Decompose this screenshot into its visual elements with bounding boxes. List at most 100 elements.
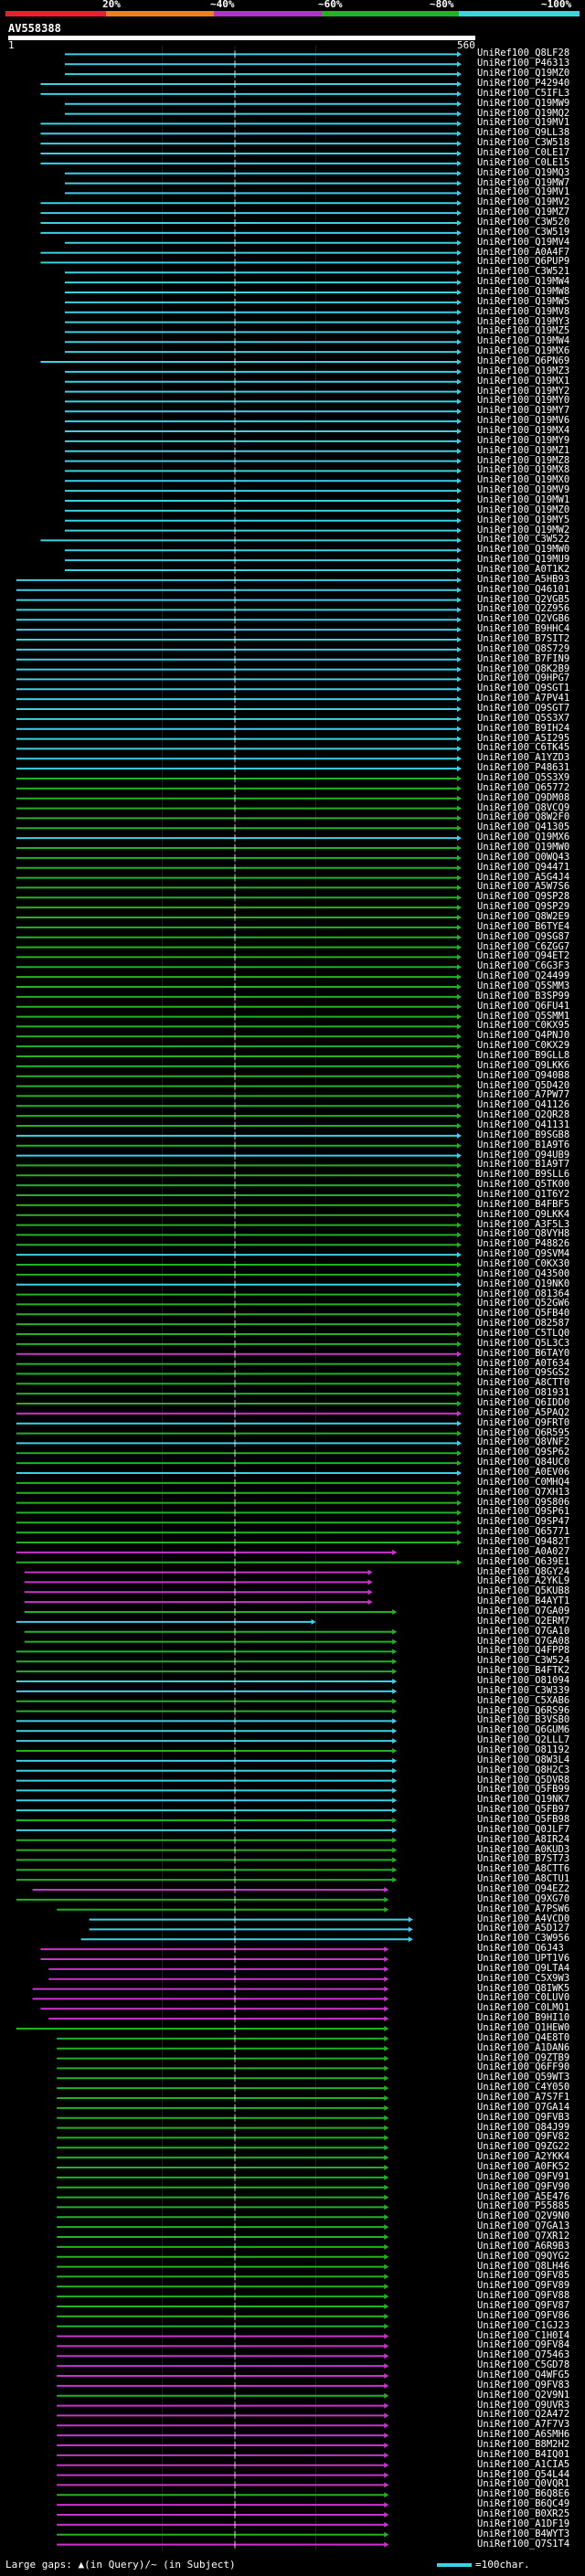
hit-label[interactable]: UniRef100_C3W519 bbox=[477, 226, 570, 238]
hit-label[interactable]: UniRef100_Q2V9N0 bbox=[477, 2210, 570, 2222]
hit-label[interactable]: UniRef100_Q19MQ3 bbox=[477, 166, 570, 178]
hit-label[interactable]: UniRef100_Q2QR28 bbox=[477, 1109, 570, 1121]
hit-label[interactable]: UniRef100_Q19MX4 bbox=[477, 425, 570, 436]
hit-label[interactable]: UniRef100_A6SMH6 bbox=[477, 2429, 570, 2441]
hit-label[interactable]: UniRef100_P48826 bbox=[477, 1238, 570, 1250]
hit-label[interactable]: UniRef100_Q19MW4 bbox=[477, 276, 570, 288]
hit-label[interactable]: UniRef100_B6TYE4 bbox=[477, 920, 570, 932]
hit-label[interactable]: UniRef100_Q7S1T4 bbox=[477, 2538, 570, 2549]
hit-label[interactable]: UniRef100_Q0WQ43 bbox=[477, 851, 570, 863]
hit-label[interactable]: UniRef100_Q5SMM1 bbox=[477, 1010, 570, 1022]
hit-label[interactable]: UniRef100_Q9ZTB9 bbox=[477, 2051, 570, 2063]
hit-label[interactable]: UniRef100_A5D127 bbox=[477, 1923, 570, 1935]
hit-label[interactable]: UniRef100_Q46101 bbox=[477, 583, 570, 595]
hit-label[interactable]: UniRef100_O82587 bbox=[477, 1318, 570, 1330]
hit-label[interactable]: UniRef100_Q9LKK6 bbox=[477, 1059, 570, 1071]
hit-label[interactable]: UniRef100_Q9FV88 bbox=[477, 2290, 570, 2302]
hit-label[interactable]: UniRef100_Q2V9N1 bbox=[477, 2389, 570, 2401]
hit-label[interactable]: UniRef100_Q9FV84 bbox=[477, 2339, 570, 2351]
hit-label[interactable]: UniRef100_C0KX29 bbox=[477, 1040, 570, 1052]
hit-label[interactable]: UniRef100_Q5D420 bbox=[477, 1079, 570, 1091]
hit-label[interactable]: UniRef100_Q7XH13 bbox=[477, 1486, 570, 1498]
hit-label[interactable]: UniRef100_B4FBF5 bbox=[477, 1198, 570, 1210]
hit-label[interactable]: UniRef100_C0LUV0 bbox=[477, 1992, 570, 2004]
hit-label[interactable]: UniRef100_A0FK52 bbox=[477, 2161, 570, 2172]
hit-label[interactable]: UniRef100_Q6R595 bbox=[477, 1426, 570, 1438]
hit-label[interactable]: UniRef100_B7FIN9 bbox=[477, 652, 570, 664]
hit-label[interactable]: UniRef100_Q19MZ1 bbox=[477, 444, 570, 456]
hit-label[interactable]: UniRef100_Q8W2E9 bbox=[477, 911, 570, 922]
hit-label[interactable]: UniRef100_C4Y050 bbox=[477, 2082, 570, 2094]
hit-label[interactable]: UniRef100_Q9SGT7 bbox=[477, 703, 570, 714]
hit-label[interactable]: UniRef100_C3W524 bbox=[477, 1655, 570, 1667]
hit-label[interactable]: UniRef100_Q5TK00 bbox=[477, 1179, 570, 1191]
hit-label[interactable]: UniRef100_C0LE15 bbox=[477, 156, 570, 168]
hit-label[interactable]: UniRef100_Q41305 bbox=[477, 822, 570, 833]
hit-label[interactable]: UniRef100_Q7GA13 bbox=[477, 2221, 570, 2232]
hit-label[interactable]: UniRef100_Q8H2C3 bbox=[477, 1764, 570, 1776]
hit-label[interactable]: UniRef100_Q9ZG22 bbox=[477, 2141, 570, 2153]
hit-label[interactable]: UniRef100_Q19NK0 bbox=[477, 1277, 570, 1289]
hit-label[interactable]: UniRef100_Q6IDD0 bbox=[477, 1397, 570, 1408]
hit-label[interactable]: UniRef100_B6Q8E6 bbox=[477, 2488, 570, 2500]
hit-label[interactable]: UniRef100_Q9LL38 bbox=[477, 127, 570, 139]
hit-label[interactable]: UniRef100_B9SLL6 bbox=[477, 1169, 570, 1181]
hit-label[interactable]: UniRef100_Q5FB97 bbox=[477, 1804, 570, 1816]
hit-label[interactable]: UniRef100_O81094 bbox=[477, 1675, 570, 1686]
hit-label[interactable]: UniRef100_C3W522 bbox=[477, 534, 570, 546]
hit-label[interactable]: UniRef100_B7SIT2 bbox=[477, 633, 570, 644]
hit-label[interactable]: UniRef100_Q5DVR8 bbox=[477, 1774, 570, 1786]
hit-label[interactable]: UniRef100_Q19MW4 bbox=[477, 335, 570, 347]
hit-label[interactable]: UniRef100_Q4PNJ0 bbox=[477, 1030, 570, 1042]
hit-label[interactable]: UniRef100_B1A9T6 bbox=[477, 1139, 570, 1150]
hit-label[interactable]: UniRef100_C5GD78 bbox=[477, 2359, 570, 2371]
hit-label[interactable]: UniRef100_Q9XG70 bbox=[477, 1892, 570, 1904]
hit-label[interactable]: UniRef100_Q65772 bbox=[477, 781, 570, 793]
hit-label[interactable]: UniRef100_Q9FV89 bbox=[477, 2280, 570, 2292]
hit-label[interactable]: UniRef100_Q0JLF7 bbox=[477, 1823, 570, 1835]
hit-label[interactable]: UniRef100_A8CTT6 bbox=[477, 1863, 570, 1875]
hit-label[interactable]: UniRef100_Q6J43 bbox=[477, 1943, 564, 1955]
hit-label[interactable]: UniRef100_A5HB93 bbox=[477, 573, 570, 585]
hit-label[interactable]: UniRef100_Q19MW7 bbox=[477, 176, 570, 188]
hit-label[interactable]: UniRef100_Q19MZ3 bbox=[477, 365, 570, 376]
hit-label[interactable]: UniRef100_Q6FU41 bbox=[477, 1000, 570, 1012]
hit-label[interactable]: UniRef100_Q6PUP9 bbox=[477, 256, 570, 268]
hit-label[interactable]: UniRef100_B9HHC4 bbox=[477, 623, 570, 635]
hit-label[interactable]: UniRef100_B8M2H2 bbox=[477, 2439, 570, 2450]
hit-label[interactable]: UniRef100_Q2ERM7 bbox=[477, 1615, 570, 1627]
hit-label[interactable]: UniRef100_Q19MZ0 bbox=[477, 504, 570, 515]
hit-label[interactable]: UniRef100_Q7XR12 bbox=[477, 2231, 570, 2242]
hit-label[interactable]: UniRef100_A0EV06 bbox=[477, 1467, 570, 1478]
hit-label[interactable]: UniRef100_Q9LKK4 bbox=[477, 1208, 570, 1220]
hit-label[interactable]: UniRef100_Q9SP61 bbox=[477, 1506, 570, 1518]
hit-label[interactable]: UniRef100_Q19NK7 bbox=[477, 1794, 570, 1806]
hit-label[interactable]: UniRef100_Q9FV87 bbox=[477, 2300, 570, 2311]
hit-label[interactable]: UniRef100_Q9FV85 bbox=[477, 2270, 570, 2282]
hit-label[interactable]: UniRef100_Q4WFG5 bbox=[477, 2369, 570, 2380]
hit-label[interactable]: UniRef100_Q19MW1 bbox=[477, 494, 570, 505]
hit-label[interactable]: UniRef100_B4FTK2 bbox=[477, 1665, 570, 1677]
hit-label[interactable]: UniRef100_Q41126 bbox=[477, 1099, 570, 1111]
hit-label[interactable]: UniRef100_Q19MW5 bbox=[477, 295, 570, 307]
hit-label[interactable]: UniRef100_Q54L44 bbox=[477, 2468, 570, 2480]
hit-label[interactable]: UniRef100_A1DF19 bbox=[477, 2518, 570, 2529]
hit-label[interactable]: UniRef100_B9HI10 bbox=[477, 2012, 570, 2024]
hit-label[interactable]: UniRef100_Q19MZ8 bbox=[477, 454, 570, 466]
hit-label[interactable]: UniRef100_Q6PN69 bbox=[477, 355, 570, 366]
hit-label[interactable]: UniRef100_C6ZGG7 bbox=[477, 940, 570, 952]
hit-label[interactable]: UniRef100_Q8S729 bbox=[477, 642, 570, 654]
hit-label[interactable]: UniRef100_A5G4J4 bbox=[477, 871, 570, 883]
hit-label[interactable]: UniRef100_B7ST73 bbox=[477, 1853, 570, 1865]
hit-label[interactable]: UniRef100_C3W518 bbox=[477, 137, 570, 149]
hit-label[interactable]: UniRef100_Q19MW9 bbox=[477, 97, 570, 109]
hit-label[interactable]: UniRef100_Q19MV6 bbox=[477, 415, 570, 427]
hit-label[interactable]: UniRef100_A7PW77 bbox=[477, 1089, 570, 1101]
hit-label[interactable]: UniRef100_A5E476 bbox=[477, 2190, 570, 2202]
hit-label[interactable]: UniRef100_Q84J99 bbox=[477, 2121, 570, 2133]
hit-label[interactable]: UniRef100_Q9SG87 bbox=[477, 930, 570, 942]
hit-label[interactable]: UniRef100_A8CTU1 bbox=[477, 1873, 570, 1885]
hit-label[interactable]: UniRef100_B3SP99 bbox=[477, 990, 570, 1002]
hit-label[interactable]: UniRef100_Q8W3L4 bbox=[477, 1754, 570, 1765]
hit-label[interactable]: UniRef100_Q5KUB8 bbox=[477, 1585, 570, 1597]
